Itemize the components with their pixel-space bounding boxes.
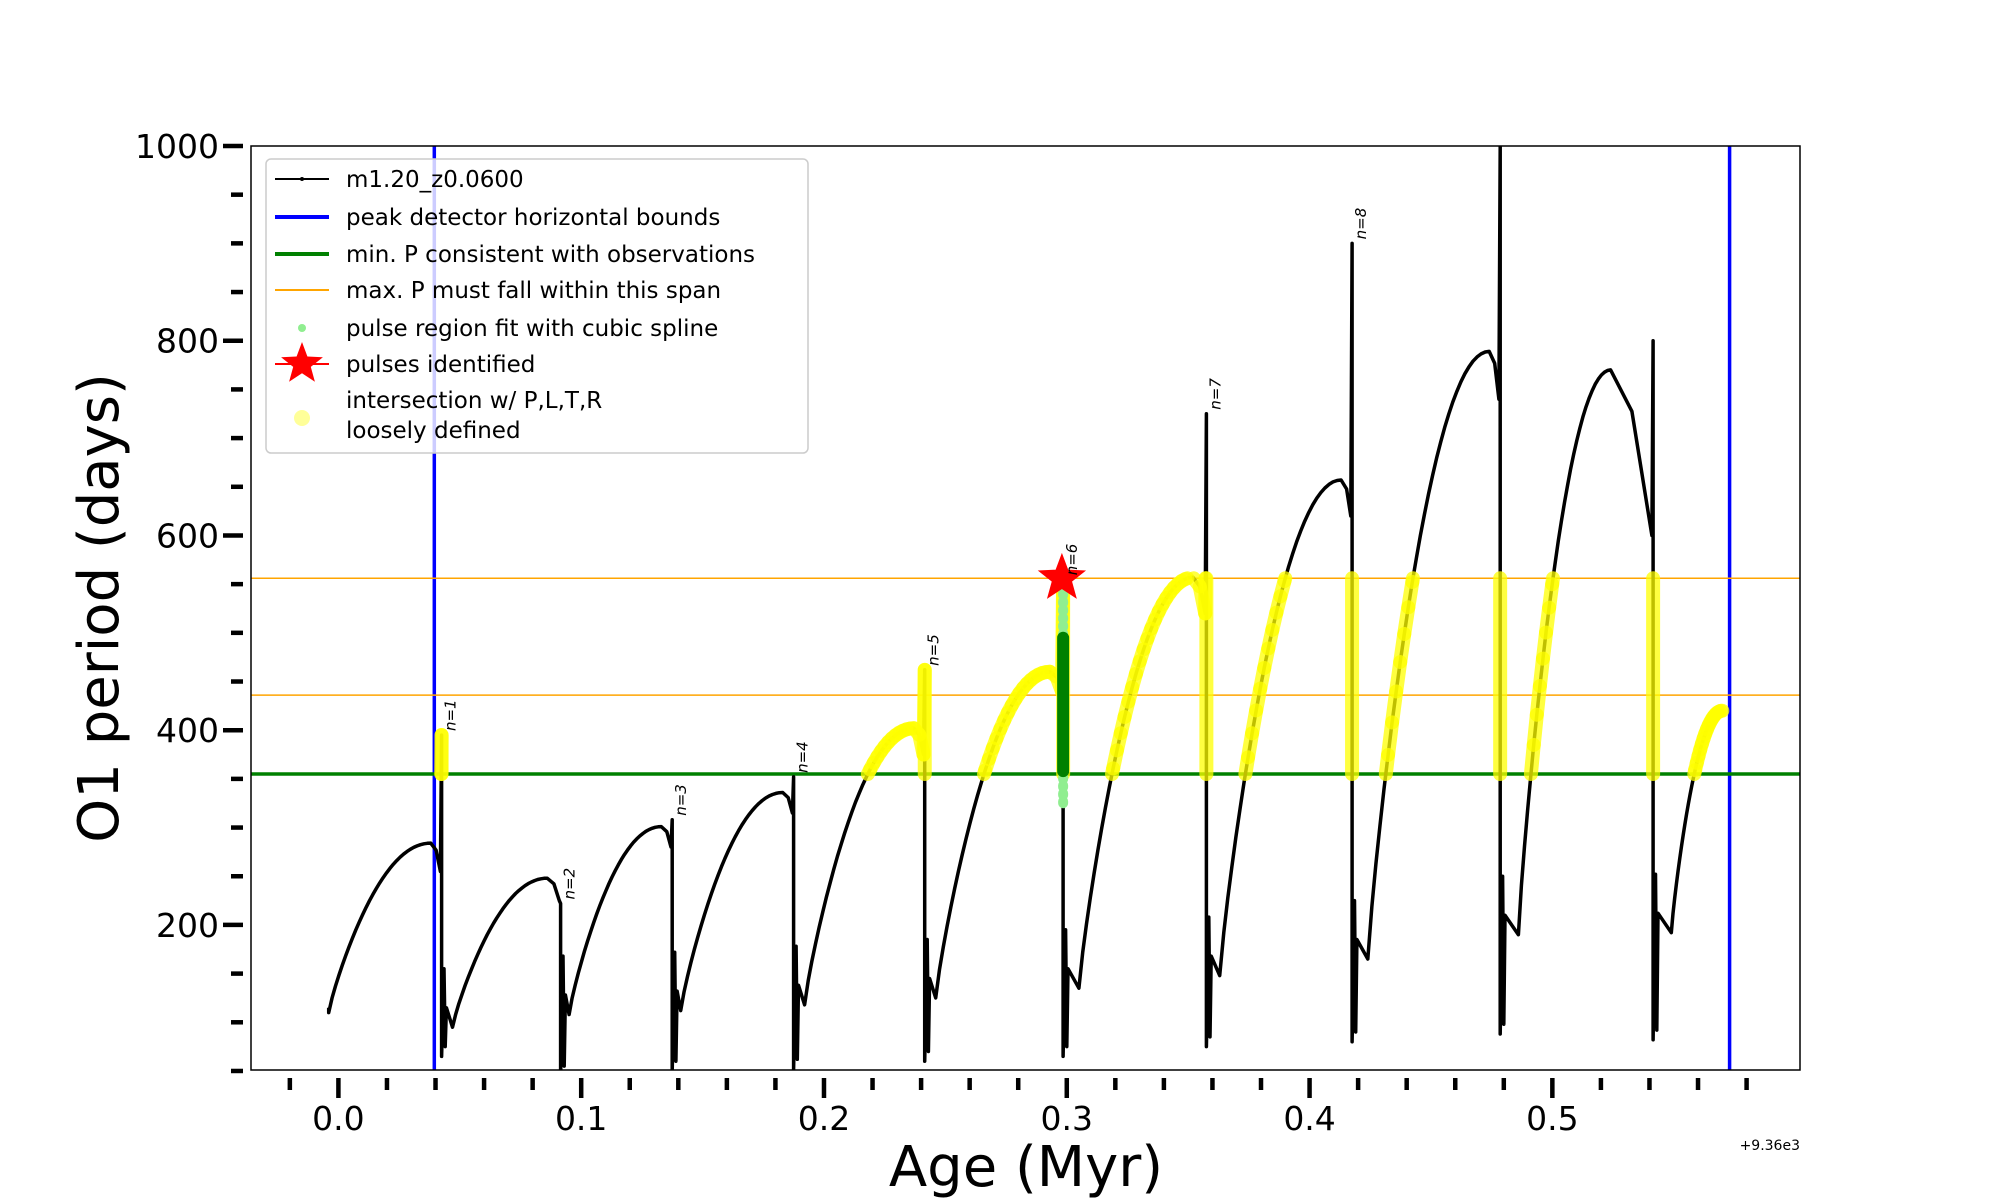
intersection-marker xyxy=(1405,571,1420,589)
y-axis: 200 400 600 800 1000 xyxy=(135,127,243,1074)
legend-item: m1.20_z0.0600 xyxy=(275,167,524,193)
x-tick-label: 0.4 xyxy=(1283,1099,1335,1138)
x-tick-label: 0.0 xyxy=(312,1099,364,1138)
legend-item: min. P consistent with observations xyxy=(275,242,755,268)
legend-item: pulse region fit with cubic spline xyxy=(298,316,718,342)
y-tick-label: 1000 xyxy=(135,127,219,166)
legend-label: min. P consistent with observations xyxy=(346,242,755,268)
pulse-label: n=2 xyxy=(561,868,579,900)
x-tick-label: 0.2 xyxy=(798,1099,850,1138)
intersection-marker xyxy=(1277,571,1293,589)
intersection-marker xyxy=(1545,571,1561,592)
plot-frame xyxy=(250,145,1801,1071)
legend-star-icon xyxy=(281,342,323,382)
legend-label: peak detector horizontal bounds xyxy=(346,205,720,231)
x-offset-label: +9.36e3 xyxy=(1740,1138,1800,1154)
legend-item: max. P must fall within this span xyxy=(275,278,721,304)
legend-label: intersection w/ P,L,T,R xyxy=(346,388,602,414)
y-tick-label: 200 xyxy=(156,906,219,945)
legend-dot-icon xyxy=(298,324,306,332)
legend-box xyxy=(265,158,809,454)
legend-dot-icon xyxy=(294,410,310,426)
x-tick-label: 0.5 xyxy=(1526,1099,1578,1138)
y-tick-label: 800 xyxy=(156,322,219,361)
pulse-label: n=8 xyxy=(1352,208,1370,240)
x-tick-label: 0.1 xyxy=(555,1099,607,1138)
legend-item: intersection w/ P,L,T,R loosely defined xyxy=(294,388,602,444)
legend-item: peak detector horizontal bounds xyxy=(275,205,720,231)
legend-label: pulse region fit with cubic spline xyxy=(346,316,718,342)
y-axis-label: O1 period (days) xyxy=(67,373,132,843)
x-tick-label: 0.3 xyxy=(1041,1099,1093,1138)
pulse-label: n=6 xyxy=(1063,544,1081,576)
x-axis: 0.0 0.1 0.2 0.3 0.4 0.5 xyxy=(287,1078,1749,1138)
pulse-label: n=4 xyxy=(794,741,812,773)
pulse-label: n=5 xyxy=(925,634,943,666)
legend-item: pulses identified xyxy=(275,342,535,382)
legend-label: max. P must fall within this span xyxy=(346,278,721,304)
pulse-label: n=7 xyxy=(1206,378,1224,410)
y-tick-label: 600 xyxy=(156,516,219,555)
pulse-label: n=3 xyxy=(672,784,690,816)
legend-label: m1.20_z0.0600 xyxy=(346,167,524,193)
plot-area xyxy=(251,146,1800,1070)
pulse-label: n=1 xyxy=(442,699,460,731)
pulse-identified-star xyxy=(1037,552,1087,599)
legend-marker-icon xyxy=(300,177,304,181)
x-axis-label: Age (Myr) xyxy=(889,1135,1163,1200)
legend-label: loosely defined xyxy=(346,418,521,444)
y-tick-label: 400 xyxy=(156,711,219,750)
legend-label: pulses identified xyxy=(346,352,535,378)
